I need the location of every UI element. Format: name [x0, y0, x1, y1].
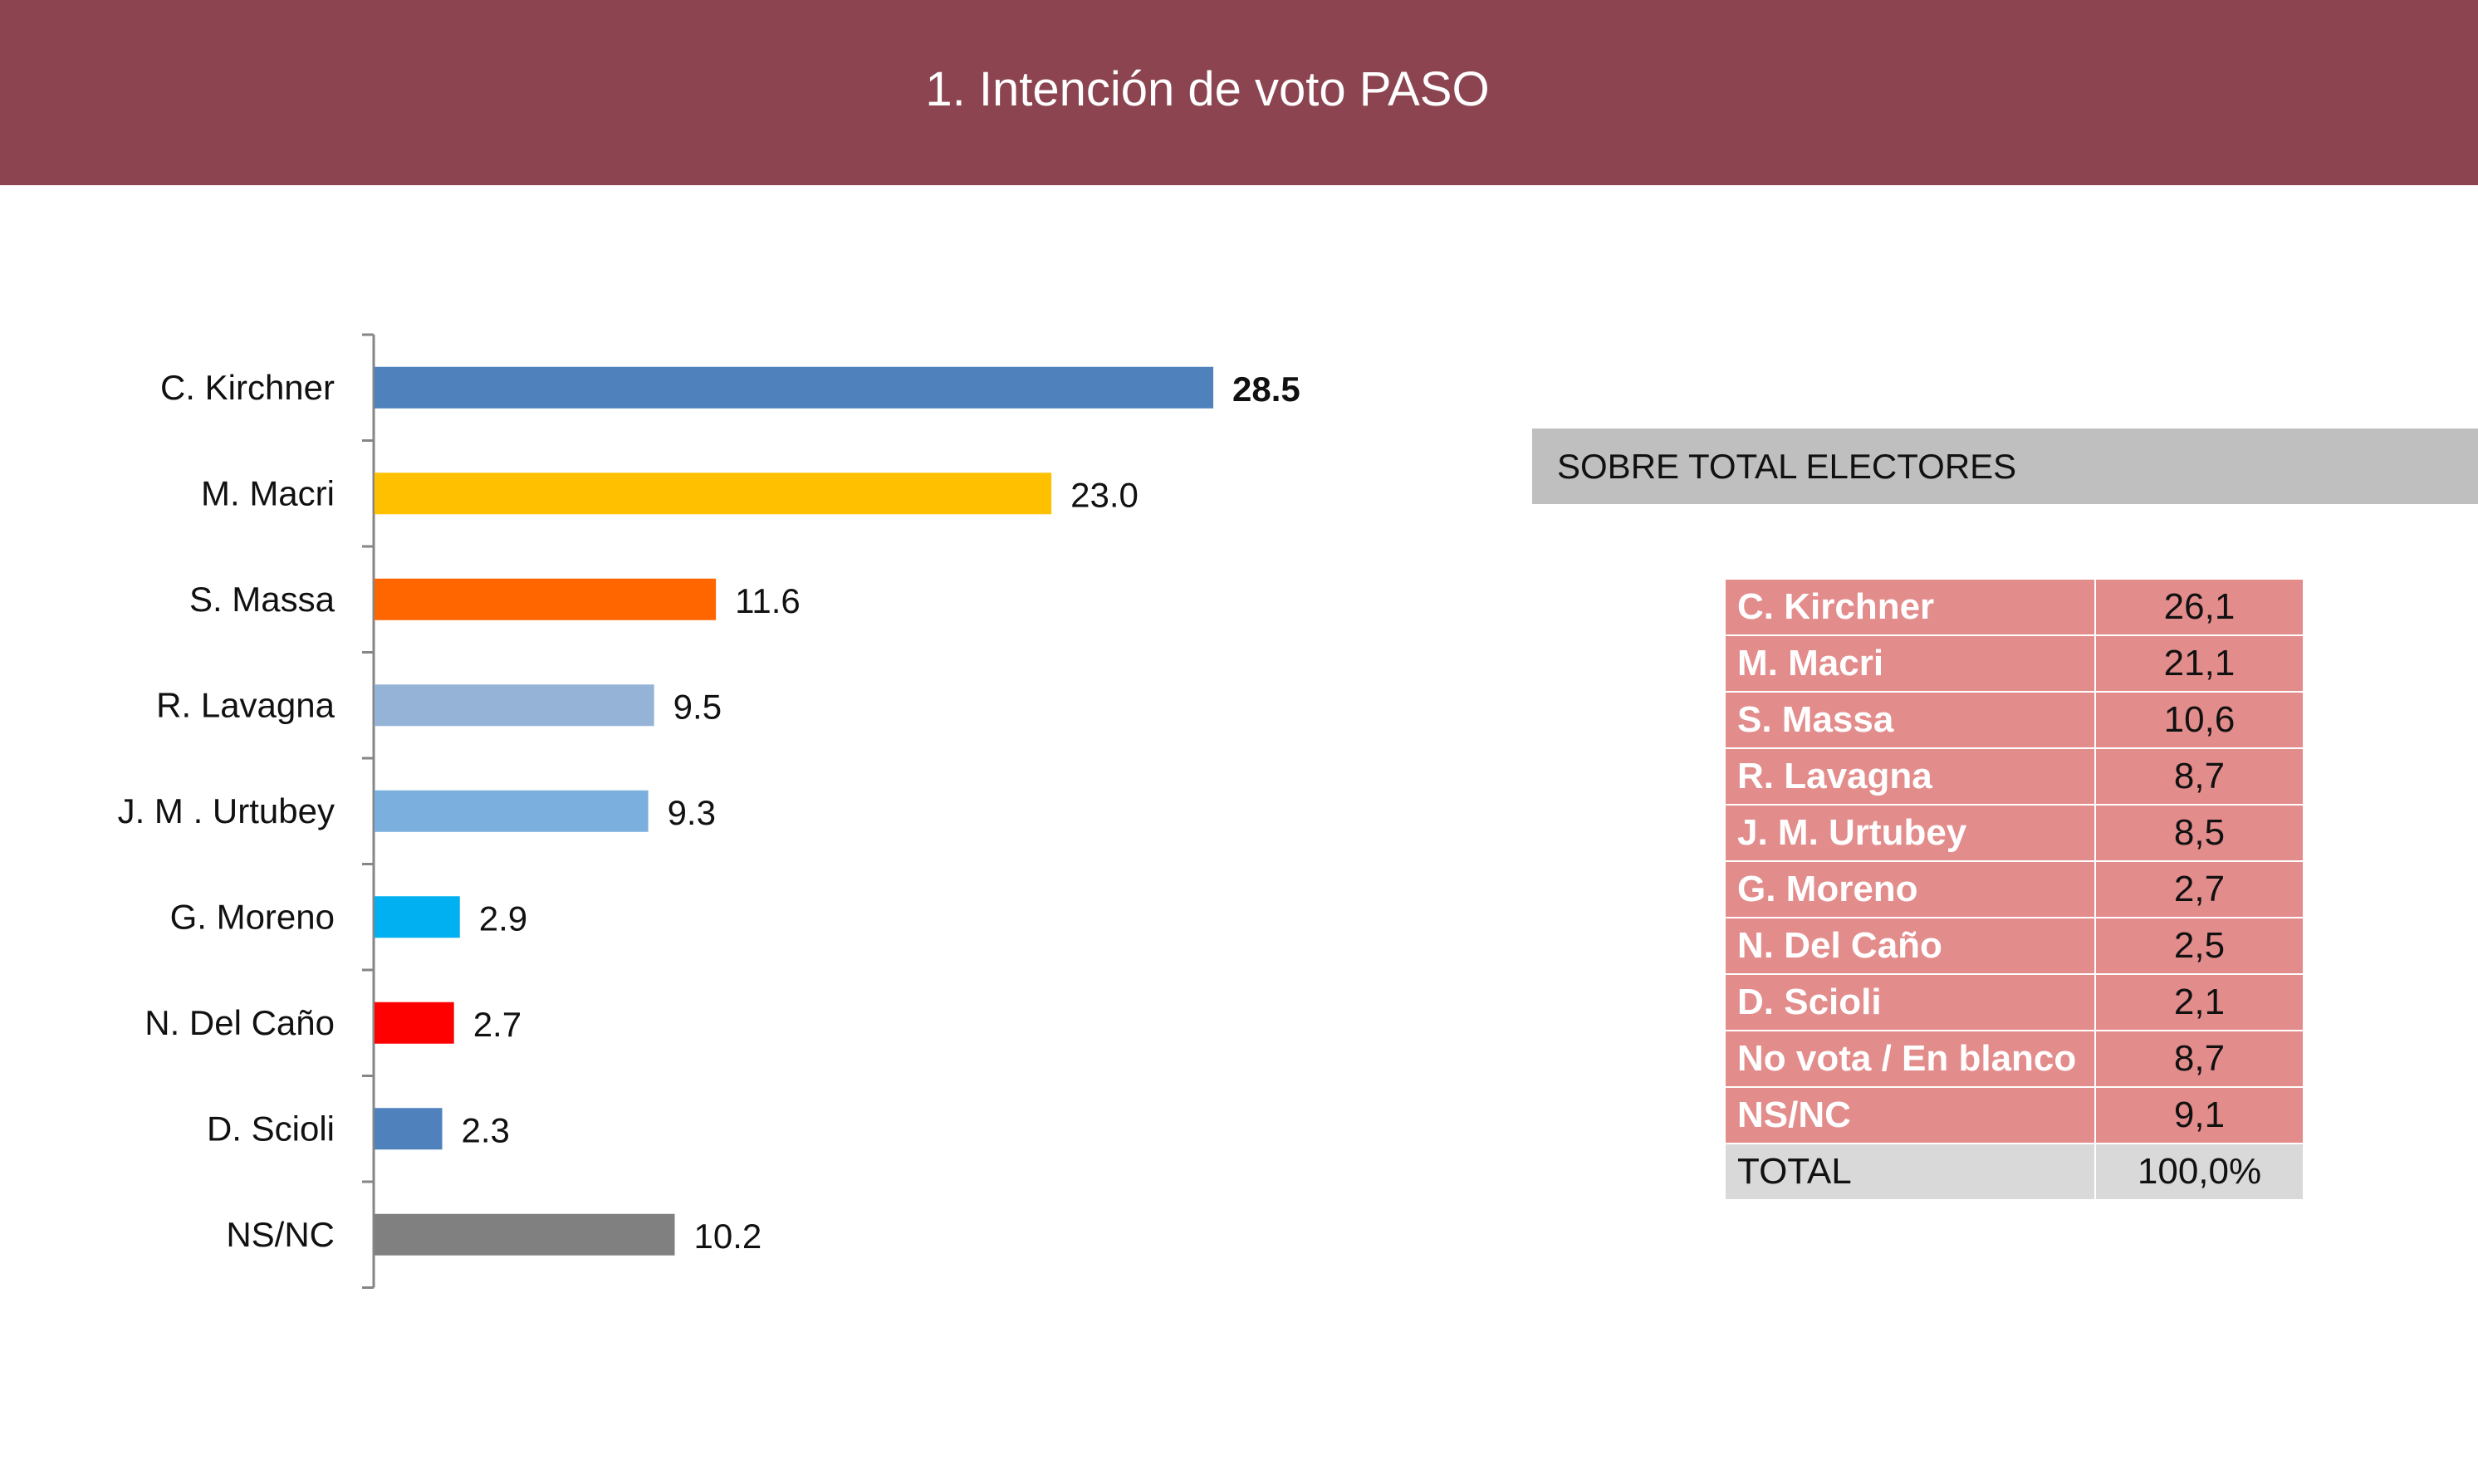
value-label: 2.3 [462, 1110, 510, 1149]
table-row: No vota / En blanco 8,7 [1724, 1030, 2304, 1088]
row-value: 2,5 [2094, 917, 2304, 975]
row-value: 2,1 [2094, 973, 2304, 1031]
side-panel-heading: SOBRE TOTAL ELECTORES [1557, 447, 2017, 486]
row-value: 8,7 [2094, 1030, 2304, 1088]
value-label: 9.5 [673, 687, 722, 726]
category-label: D. Scioli [207, 1109, 335, 1148]
bar [375, 896, 460, 938]
value-label: 2.9 [479, 899, 527, 938]
bar [375, 790, 649, 832]
row-name: NS/NC [1724, 1086, 2096, 1144]
row-name: D. Scioli [1724, 973, 2096, 1031]
row-value: 21,1 [2094, 634, 2304, 693]
table-row: C. Kirchner 26,1 [1724, 578, 2304, 636]
value-label: 11.6 [735, 581, 801, 620]
row-value: 26,1 [2094, 578, 2304, 636]
bar [375, 1213, 675, 1256]
table-row: G. Moreno 2,7 [1724, 860, 2304, 918]
bar-chart: C. Kirchner 28.5 M. Macri 23.0 S. Massa 11.6 R… [118, 333, 1300, 1289]
side-panel-heading-band: SOBRE TOTAL ELECTORES [1532, 429, 2478, 504]
category-label: NS/NC [226, 1215, 335, 1254]
bar [375, 684, 654, 727]
value-label: 9.3 [668, 793, 716, 832]
category-label: R. Lavagna [156, 685, 335, 724]
row-name: S. Massa [1724, 691, 2096, 749]
category-label: G. Moreno [170, 897, 335, 936]
row-name: R. Lavagna [1724, 747, 2096, 806]
row-value: 9,1 [2094, 1086, 2304, 1144]
value-label: 23.0 [1070, 475, 1139, 514]
table-row: S. Massa 10,6 [1724, 691, 2304, 749]
table-row: NS/NC 9,1 [1724, 1086, 2304, 1144]
total-label: TOTAL [1724, 1143, 2096, 1201]
table-row: M. Macri 21,1 [1724, 634, 2304, 693]
bar [375, 473, 1052, 515]
row-name: G. Moreno [1724, 860, 2096, 918]
bar [375, 1002, 454, 1044]
bar [375, 366, 1214, 409]
row-name: N. Del Caño [1724, 917, 2096, 975]
value-label: 2.7 [473, 1005, 522, 1044]
row-value: 8,7 [2094, 747, 2304, 806]
table-row: N. Del Caño 2,5 [1724, 917, 2304, 975]
electors-table: C. Kirchner 26,1 M. Macri 21,1 S. Massa 10,6 R… [1724, 578, 2304, 1201]
row-value: 10,6 [2094, 691, 2304, 749]
category-label: S. Massa [189, 580, 335, 619]
table-row: D. Scioli 2,1 [1724, 973, 2304, 1031]
category-label: J. M . Urtubey [118, 791, 335, 830]
total-value: 100,0% [2094, 1143, 2304, 1201]
row-value: 8,5 [2094, 804, 2304, 862]
category-label: M. Macri [201, 473, 335, 512]
category-label: C. Kirchner [160, 368, 335, 407]
row-name: No vota / En blanco [1724, 1030, 2096, 1088]
header-banner: 1. Intención de voto PASO [0, 0, 2478, 185]
row-value: 2,7 [2094, 860, 2304, 918]
row-name: M. Macri [1724, 634, 2096, 693]
bar [375, 578, 717, 620]
table-row: R. Lavagna 8,7 [1724, 747, 2304, 806]
row-name: J. M. Urtubey [1724, 804, 2096, 862]
table-row: J. M. Urtubey 8,5 [1724, 804, 2304, 862]
page-title: 1. Intención de voto PASO [925, 62, 1490, 116]
category-label: N. Del Caño [144, 1003, 335, 1042]
value-label: 28.5 [1232, 370, 1300, 409]
value-label: 10.2 [693, 1217, 762, 1256]
table-total-row: TOTAL 100,0% [1724, 1143, 2304, 1201]
row-name: C. Kirchner [1724, 578, 2096, 636]
bar [375, 1108, 443, 1150]
